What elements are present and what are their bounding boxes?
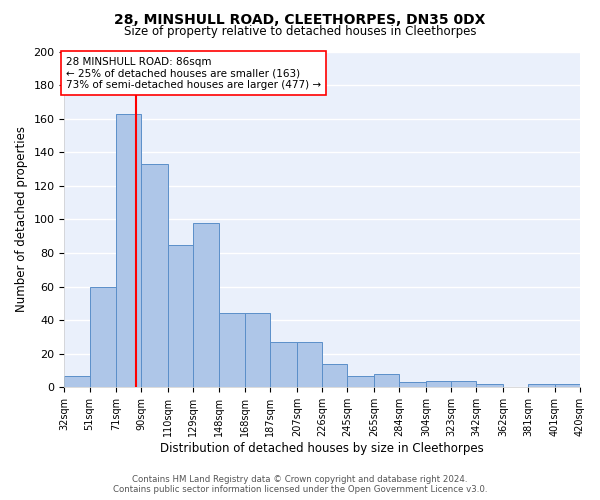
Text: Contains HM Land Registry data © Crown copyright and database right 2024.
Contai: Contains HM Land Registry data © Crown c… (113, 474, 487, 494)
Bar (142, 164, 168, 388)
Bar (528, 384, 555, 388)
Bar (399, 382, 426, 388)
Bar (271, 342, 297, 388)
Bar (297, 342, 322, 388)
Bar (426, 380, 451, 388)
Bar (89, 286, 116, 388)
Bar (476, 384, 503, 388)
Text: 28 MINSHULL ROAD: 86sqm
← 25% of detached houses are smaller (163)
73% of semi-d: 28 MINSHULL ROAD: 86sqm ← 25% of detache… (66, 56, 321, 90)
Bar (193, 223, 218, 388)
Text: 28, MINSHULL ROAD, CLEETHORPES, DN35 0DX: 28, MINSHULL ROAD, CLEETHORPES, DN35 0DX (115, 12, 485, 26)
Text: Size of property relative to detached houses in Cleethorpes: Size of property relative to detached ho… (124, 25, 476, 38)
Bar (168, 244, 193, 388)
Bar (116, 114, 142, 388)
Bar (374, 374, 399, 388)
Bar (245, 314, 271, 388)
X-axis label: Distribution of detached houses by size in Cleethorpes: Distribution of detached houses by size … (160, 442, 484, 455)
Bar (322, 364, 347, 388)
Bar (451, 380, 476, 388)
Bar (218, 314, 245, 388)
Bar (64, 376, 89, 388)
Bar (555, 384, 580, 388)
Bar (347, 376, 374, 388)
Y-axis label: Number of detached properties: Number of detached properties (15, 126, 28, 312)
